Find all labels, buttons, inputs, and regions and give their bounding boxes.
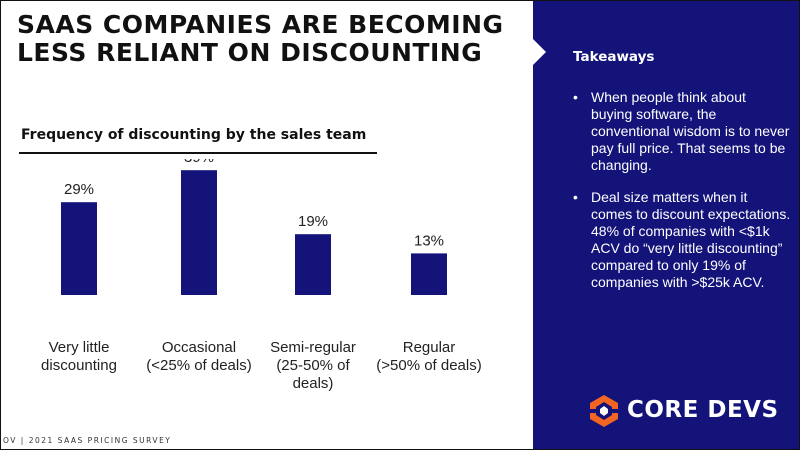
bullet-icon: •: [573, 89, 578, 105]
chart-title: Frequency of discounting by the sales te…: [21, 127, 367, 143]
bar-1: [61, 202, 97, 295]
category-label-line: (25-50% of: [276, 357, 350, 374]
category-label-line: Very little: [48, 339, 110, 356]
bar-value-label: 29%: [64, 181, 94, 198]
category-label-line: deals): [292, 375, 334, 392]
takeaways-list: • When people think about buying softwar…: [569, 89, 791, 306]
bar-value-label: 39%: [184, 159, 214, 166]
panel-pointer-arrow: [533, 39, 546, 65]
takeaways-title: Takeaways: [573, 49, 655, 65]
footer-source: OV | 2021 SAAS PRICING SURVEY: [3, 436, 172, 445]
category-label: Very little discounting: [19, 339, 139, 375]
category-label: Regular (>50% of deals): [369, 339, 489, 375]
takeaway-item: • Deal size matters when it comes to dis…: [569, 189, 791, 291]
bar-chart: 29%39%19%13% Very littlediscountingOccas…: [19, 159, 509, 409]
takeaway-text: Deal size matters when it comes to disco…: [591, 189, 791, 290]
takeaway-item: • When people think about buying softwar…: [569, 89, 791, 174]
bar-2: [181, 170, 217, 295]
chart-title-rule: [19, 152, 377, 154]
core-devs-logo-icon: [588, 395, 620, 427]
category-label-line: (<25% of deals): [146, 357, 252, 374]
bar-4: [411, 253, 447, 295]
bar-3: [295, 234, 331, 295]
category-label: Occasional (<25% of deals): [139, 339, 259, 375]
category-label-line: Regular: [402, 339, 456, 356]
logo-text: CORE DEVS: [627, 397, 779, 423]
category-label-line: discounting: [41, 357, 117, 374]
bar-value-label: 19%: [298, 213, 328, 230]
category-label-line: Occasional: [161, 339, 237, 356]
takeaways-panel: [533, 1, 799, 449]
bar-chart-svg: 29% 39% 19% 13%: [61, 159, 447, 295]
bar-value-label: 13%: [414, 232, 444, 249]
bullet-icon: •: [573, 189, 578, 205]
slide-title: SAAS COMPANIES ARE BECOMING LESS RELIANT…: [17, 10, 504, 67]
category-label: Semi-regular (25-50% of deals): [253, 339, 373, 393]
category-label-line: (>50% of deals): [376, 357, 482, 374]
takeaway-text: When people think about buying software,…: [591, 89, 790, 173]
category-label-line: Semi-regular: [270, 339, 356, 356]
